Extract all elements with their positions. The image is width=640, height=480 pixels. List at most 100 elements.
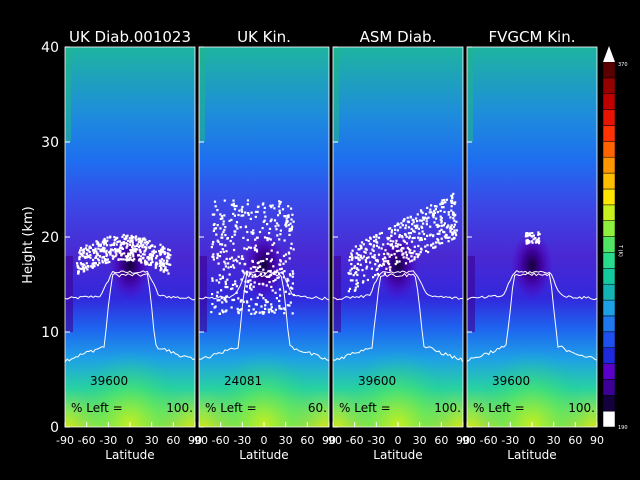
particle-point	[134, 237, 137, 240]
tropopause-line	[466, 270, 598, 301]
particle-point	[230, 287, 233, 291]
particle-point	[144, 259, 147, 262]
particle-point	[365, 238, 368, 241]
x-axis-label: Latitude	[105, 448, 154, 462]
particle-point	[78, 258, 81, 261]
particle-point	[81, 265, 84, 268]
tropopause-line	[332, 270, 464, 301]
particle-point	[454, 201, 457, 204]
particle-point	[91, 243, 95, 246]
particle-point	[210, 311, 213, 314]
particle-point	[386, 238, 390, 241]
particle-point	[436, 225, 439, 228]
particle-point	[269, 269, 272, 273]
particle-point	[349, 269, 352, 272]
particle-point	[247, 279, 250, 282]
particle-point	[425, 217, 428, 220]
particle-point	[238, 309, 241, 312]
particle-point	[112, 243, 115, 246]
particle-count: 39600	[492, 374, 530, 388]
particle-point	[79, 262, 82, 265]
particle-point	[167, 257, 171, 260]
particle-point	[361, 257, 364, 260]
particle-point	[263, 206, 266, 209]
particle-point	[376, 258, 379, 262]
particle-point	[443, 198, 446, 202]
particle-point	[147, 256, 150, 259]
particle-point	[119, 246, 122, 249]
particle-point	[421, 226, 424, 229]
particle-point	[143, 237, 146, 240]
particle-point	[264, 299, 267, 302]
particle-point	[144, 263, 147, 266]
particle-point	[263, 236, 267, 239]
particle-point	[356, 256, 359, 259]
particle-point	[423, 237, 427, 241]
particle-point	[439, 215, 442, 218]
particle-point	[443, 235, 446, 238]
particle-point	[399, 226, 402, 229]
particle-point	[259, 273, 263, 276]
particle-point	[417, 254, 420, 257]
particle-point	[167, 252, 170, 256]
particle-point	[247, 212, 250, 215]
colorbar-swatch	[602, 204, 616, 221]
particle-point	[249, 287, 252, 290]
particle-point	[216, 224, 219, 227]
particle-point	[130, 258, 133, 261]
particle-point	[369, 236, 372, 239]
particle-point	[244, 211, 247, 214]
particle-point	[349, 279, 352, 282]
particle-point	[233, 230, 236, 233]
particle-point	[97, 244, 100, 247]
particle-point	[261, 203, 264, 206]
particle-point	[243, 247, 246, 250]
particle-point	[440, 217, 443, 220]
particle-point	[125, 242, 128, 245]
particle-point	[139, 260, 142, 263]
particle-point	[112, 249, 115, 252]
particle-point	[360, 246, 363, 250]
particle-point	[374, 238, 378, 241]
particle-point	[229, 239, 232, 243]
particle-point	[356, 282, 359, 285]
particle-point	[216, 252, 219, 256]
particle-point	[447, 224, 450, 227]
particle-point	[144, 238, 147, 241]
particle-point	[159, 248, 163, 251]
particle-point	[413, 245, 416, 248]
particle-point	[428, 211, 431, 214]
particle-point	[145, 260, 148, 264]
particle-point	[274, 308, 277, 311]
particle-point	[402, 220, 405, 223]
particle-point	[253, 246, 256, 249]
particle-point	[214, 227, 218, 230]
particle-point	[536, 238, 539, 241]
particle-point	[369, 261, 372, 264]
particle-point	[419, 251, 422, 254]
particle-point	[420, 238, 423, 241]
particle-point	[118, 251, 121, 254]
particle-point	[101, 256, 104, 259]
particle-point	[163, 251, 166, 254]
particle-point	[264, 307, 267, 310]
particle-point	[233, 233, 236, 236]
particle-point	[396, 229, 399, 232]
particle-point	[136, 243, 139, 246]
particle-point	[387, 260, 390, 263]
particle-point	[265, 284, 268, 287]
particle-point	[104, 258, 107, 261]
particle-point	[85, 244, 88, 247]
particle-point	[531, 241, 534, 244]
particle-point	[443, 210, 446, 214]
particle-point	[139, 255, 142, 258]
particle-point	[249, 283, 253, 286]
particle-point	[214, 205, 217, 208]
particle-point	[121, 235, 124, 238]
particle-point	[132, 255, 135, 258]
x-tick-label: 30	[413, 434, 427, 447]
particle-point	[256, 236, 259, 239]
particle-point	[109, 236, 112, 239]
particle-point	[81, 249, 84, 252]
particle-point	[371, 255, 374, 258]
